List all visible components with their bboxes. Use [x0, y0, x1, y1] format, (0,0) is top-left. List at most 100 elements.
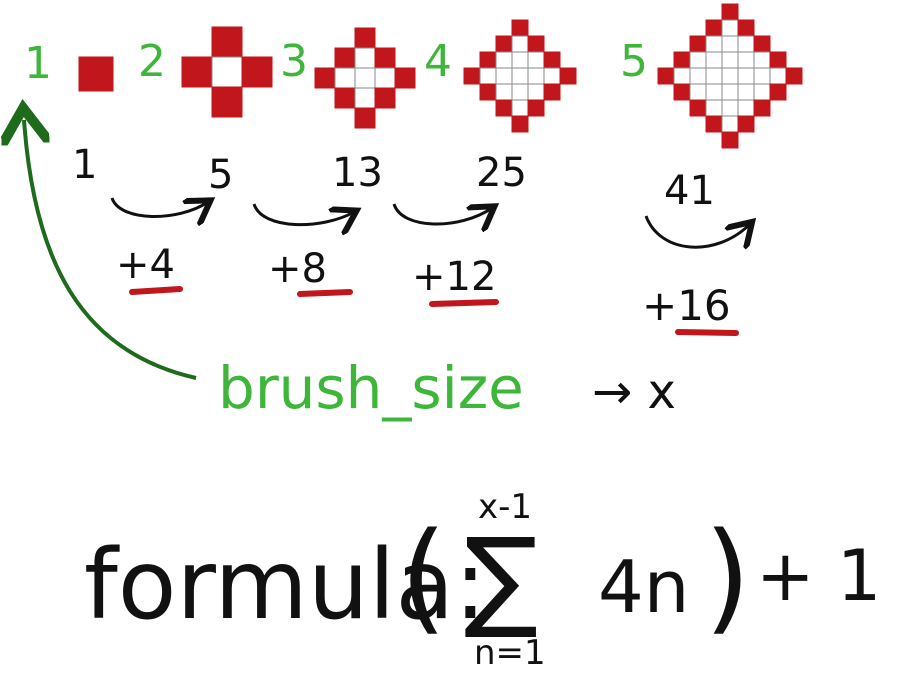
brush-cell [314, 67, 336, 89]
brush-cell [705, 19, 723, 37]
brush-cell [78, 56, 114, 92]
brush-cell [705, 35, 723, 53]
sum-lower-bound: n=1 [474, 633, 546, 673]
brush-cell [543, 67, 561, 85]
brush-cell [769, 51, 787, 69]
sum-term: 4n [598, 545, 689, 629]
brush-cell [211, 26, 243, 58]
brush-cell [657, 67, 675, 85]
brush-cell [511, 99, 529, 117]
increment-label: +4 [116, 242, 175, 288]
brush-cell [753, 67, 771, 85]
brush-cell [479, 83, 497, 101]
step-arrow [392, 204, 492, 224]
brush-cell [211, 86, 243, 118]
step-arrow [644, 215, 750, 247]
brush-shape [78, 56, 114, 92]
increment-label: +12 [412, 254, 496, 300]
brush-cell [673, 83, 691, 101]
brush-cell [721, 3, 739, 21]
brush-cell [705, 115, 723, 133]
brush-cell [721, 51, 739, 69]
brush-cell [479, 67, 497, 85]
brush-size-label: 5 [620, 36, 648, 87]
brush-cell [737, 83, 755, 101]
brush-cell [721, 19, 739, 37]
brush-cell [543, 51, 561, 69]
brush-cell [705, 99, 723, 117]
sum-upper-bound: x-1 [478, 487, 532, 527]
brush-cell [354, 107, 376, 129]
brush-cell [374, 67, 396, 89]
increment-underline [297, 289, 353, 297]
brush-cell [354, 27, 376, 49]
brush-cell [689, 35, 707, 53]
brush-cell [689, 51, 707, 69]
sum-symbol: ∑ [464, 514, 538, 642]
brush-cell [463, 67, 481, 85]
increment-label: +8 [268, 246, 327, 292]
brush-cell [689, 83, 707, 101]
brush-cell [354, 47, 376, 69]
brush-cell [511, 19, 529, 37]
brush-cell [737, 19, 755, 37]
brush-cell [334, 67, 356, 89]
brush-cell [394, 67, 416, 89]
increment-underline [429, 299, 499, 307]
maps-to-x: → x [592, 364, 676, 420]
brush-shape [181, 26, 273, 118]
formula-label: formula: [84, 529, 487, 641]
brush-cell [753, 51, 771, 69]
brush-cell [374, 87, 396, 109]
cell-count: 13 [332, 150, 383, 196]
brush-cell [737, 99, 755, 117]
brush-cell [241, 56, 273, 88]
brush-cell [689, 67, 707, 85]
brush-cell [753, 83, 771, 101]
brush-cell [334, 47, 356, 69]
brush-cell [181, 56, 213, 88]
brush-shape [314, 27, 416, 129]
brush-size-caption: brush_size [218, 354, 524, 422]
brush-cell [737, 67, 755, 85]
brush-cell [721, 35, 739, 53]
brush-cell [673, 67, 691, 85]
brush-cell [495, 67, 513, 85]
formula-tail: + 1 [756, 535, 881, 617]
brush-cell [753, 35, 771, 53]
brush-cell [769, 83, 787, 101]
brush-size-label: 2 [138, 36, 166, 87]
brush-cell [511, 35, 529, 53]
brush-cell [721, 131, 739, 149]
step-arrow [110, 198, 208, 217]
brush-cell [511, 83, 529, 101]
brush-cell [721, 67, 739, 85]
brush-cell [527, 99, 545, 117]
brush-cell [511, 67, 529, 85]
brush-size-label: 3 [280, 36, 308, 87]
brush-cell [673, 51, 691, 69]
brush-cell [511, 51, 529, 69]
brush-cell [334, 87, 356, 109]
brush-cell [737, 35, 755, 53]
brush-cell [737, 51, 755, 69]
brush-cell [354, 67, 376, 89]
brush-cell [705, 51, 723, 69]
brush-cell [527, 51, 545, 69]
step-arrow [252, 203, 354, 225]
brush-cell [495, 51, 513, 69]
brush-cell [374, 47, 396, 69]
brush-cell [211, 56, 243, 88]
brush-cell [511, 115, 529, 133]
brush-cell [721, 115, 739, 133]
brush-cell [543, 83, 561, 101]
close-paren: ) [704, 508, 751, 647]
brush-cell [354, 87, 376, 109]
brush-size-arrow [24, 120, 197, 380]
brush-cell [721, 99, 739, 117]
brush-cell [495, 35, 513, 53]
brush-shape [657, 3, 803, 149]
increment-underline [129, 286, 183, 295]
cell-count: 5 [208, 152, 233, 198]
